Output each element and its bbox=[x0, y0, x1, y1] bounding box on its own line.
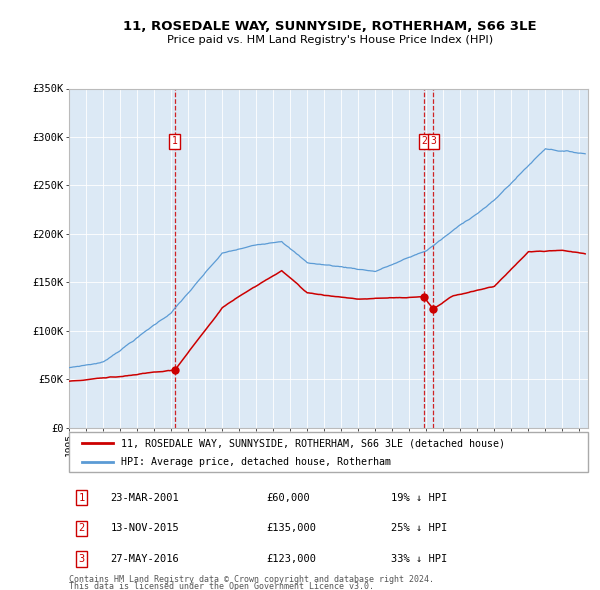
FancyBboxPatch shape bbox=[69, 432, 588, 472]
Text: 19% ↓ HPI: 19% ↓ HPI bbox=[391, 493, 447, 503]
Text: Price paid vs. HM Land Registry's House Price Index (HPI): Price paid vs. HM Land Registry's House … bbox=[167, 35, 493, 44]
Text: Contains HM Land Registry data © Crown copyright and database right 2024.: Contains HM Land Registry data © Crown c… bbox=[69, 575, 434, 584]
Text: 1: 1 bbox=[172, 136, 178, 146]
Text: £60,000: £60,000 bbox=[266, 493, 310, 503]
Text: £123,000: £123,000 bbox=[266, 554, 316, 564]
Text: £135,000: £135,000 bbox=[266, 523, 316, 533]
Text: HPI: Average price, detached house, Rotherham: HPI: Average price, detached house, Roth… bbox=[121, 457, 391, 467]
Text: 25% ↓ HPI: 25% ↓ HPI bbox=[391, 523, 447, 533]
Text: 3: 3 bbox=[430, 136, 436, 146]
Text: 13-NOV-2015: 13-NOV-2015 bbox=[110, 523, 179, 533]
Text: This data is licensed under the Open Government Licence v3.0.: This data is licensed under the Open Gov… bbox=[69, 582, 374, 590]
Text: 33% ↓ HPI: 33% ↓ HPI bbox=[391, 554, 447, 564]
Text: 11, ROSEDALE WAY, SUNNYSIDE, ROTHERHAM, S66 3LE (detached house): 11, ROSEDALE WAY, SUNNYSIDE, ROTHERHAM, … bbox=[121, 438, 505, 448]
Text: 27-MAY-2016: 27-MAY-2016 bbox=[110, 554, 179, 564]
Text: 3: 3 bbox=[79, 554, 85, 564]
Text: 1: 1 bbox=[79, 493, 85, 503]
Text: 23-MAR-2001: 23-MAR-2001 bbox=[110, 493, 179, 503]
Text: 2: 2 bbox=[421, 136, 427, 146]
Text: 11, ROSEDALE WAY, SUNNYSIDE, ROTHERHAM, S66 3LE: 11, ROSEDALE WAY, SUNNYSIDE, ROTHERHAM, … bbox=[123, 20, 537, 33]
Text: 2: 2 bbox=[79, 523, 85, 533]
